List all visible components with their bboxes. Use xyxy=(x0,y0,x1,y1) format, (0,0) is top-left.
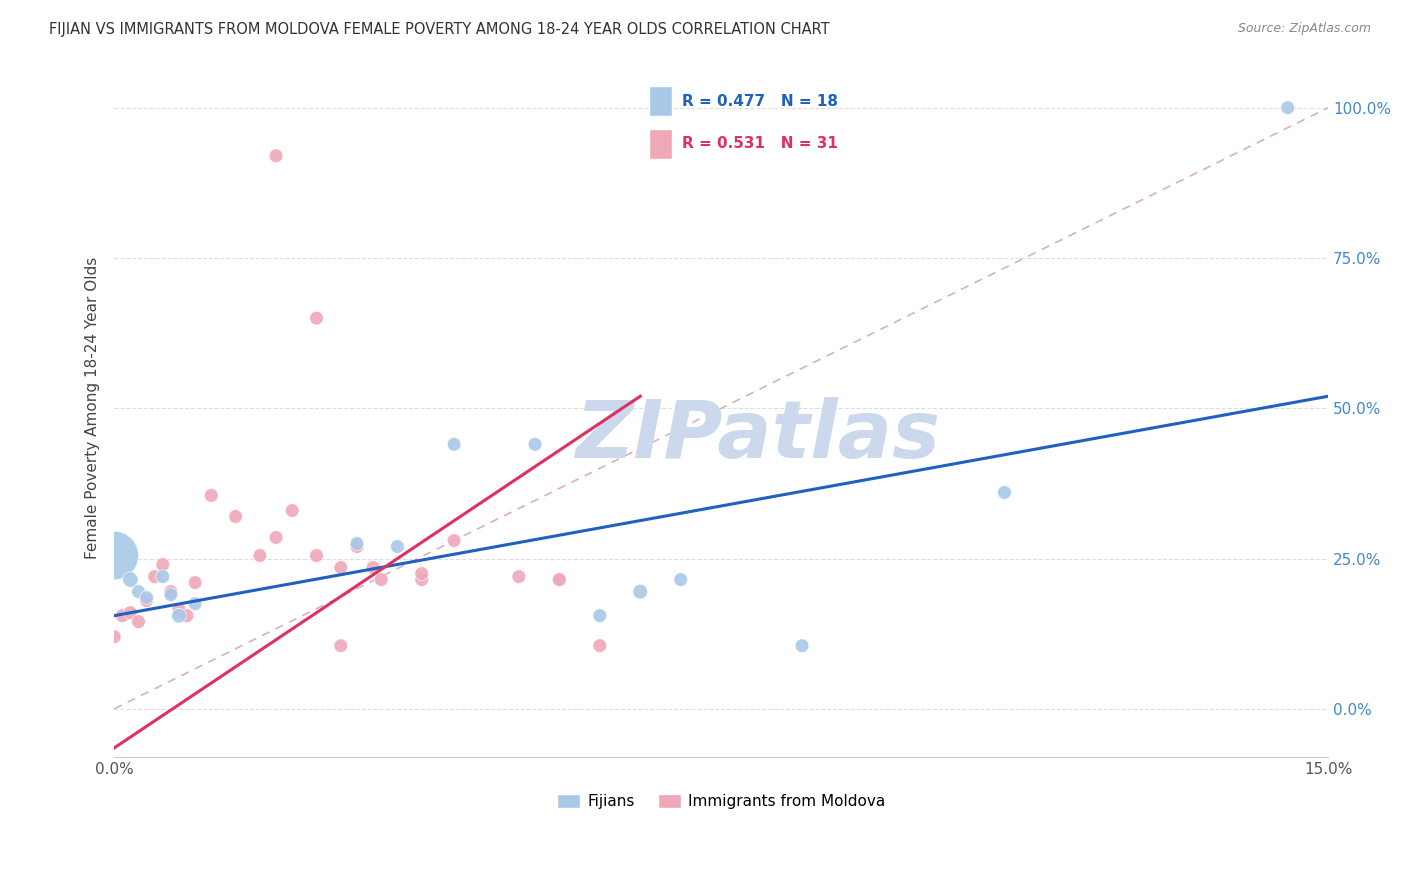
Point xyxy=(411,573,433,587)
Point xyxy=(669,573,692,587)
Text: ZIPatlas: ZIPatlas xyxy=(575,397,941,475)
Point xyxy=(176,608,198,623)
Point xyxy=(135,591,157,605)
Point xyxy=(111,608,134,623)
Point xyxy=(200,488,222,502)
Y-axis label: Female Poverty Among 18-24 Year Olds: Female Poverty Among 18-24 Year Olds xyxy=(86,257,100,559)
Point xyxy=(135,593,157,607)
Point xyxy=(443,533,465,548)
Point xyxy=(152,569,174,583)
Point xyxy=(120,606,142,620)
Point xyxy=(589,639,612,653)
Point xyxy=(264,531,287,545)
Point xyxy=(305,549,328,563)
Point xyxy=(790,639,813,653)
Point xyxy=(103,630,125,644)
Point xyxy=(548,573,571,587)
Point xyxy=(329,560,352,574)
Point xyxy=(370,573,392,587)
Point xyxy=(993,485,1015,500)
Point xyxy=(127,615,149,629)
Point xyxy=(387,540,409,554)
Legend: Fijians, Immigrants from Moldova: Fijians, Immigrants from Moldova xyxy=(551,789,891,815)
Point xyxy=(628,584,651,599)
Point xyxy=(160,584,183,599)
Point xyxy=(160,588,183,602)
Point xyxy=(184,575,207,590)
Point xyxy=(281,503,304,517)
Point xyxy=(127,584,149,599)
Text: FIJIAN VS IMMIGRANTS FROM MOLDOVA FEMALE POVERTY AMONG 18-24 YEAR OLDS CORRELATI: FIJIAN VS IMMIGRANTS FROM MOLDOVA FEMALE… xyxy=(49,22,830,37)
Point xyxy=(143,569,166,583)
Point xyxy=(167,602,190,616)
Point xyxy=(508,569,530,583)
Text: Source: ZipAtlas.com: Source: ZipAtlas.com xyxy=(1237,22,1371,36)
Point xyxy=(103,549,125,563)
Point xyxy=(589,608,612,623)
Point xyxy=(167,608,190,623)
Point xyxy=(264,149,287,163)
Point xyxy=(411,566,433,581)
Point xyxy=(329,639,352,653)
Point xyxy=(346,540,368,554)
Point xyxy=(305,311,328,326)
Point xyxy=(249,549,271,563)
Point xyxy=(361,560,384,574)
Point xyxy=(184,597,207,611)
Point xyxy=(346,536,368,550)
Point xyxy=(524,437,547,451)
Point xyxy=(225,509,247,524)
Point xyxy=(120,573,142,587)
Point xyxy=(1277,101,1299,115)
Point xyxy=(548,573,571,587)
Point xyxy=(152,558,174,572)
Point xyxy=(443,437,465,451)
